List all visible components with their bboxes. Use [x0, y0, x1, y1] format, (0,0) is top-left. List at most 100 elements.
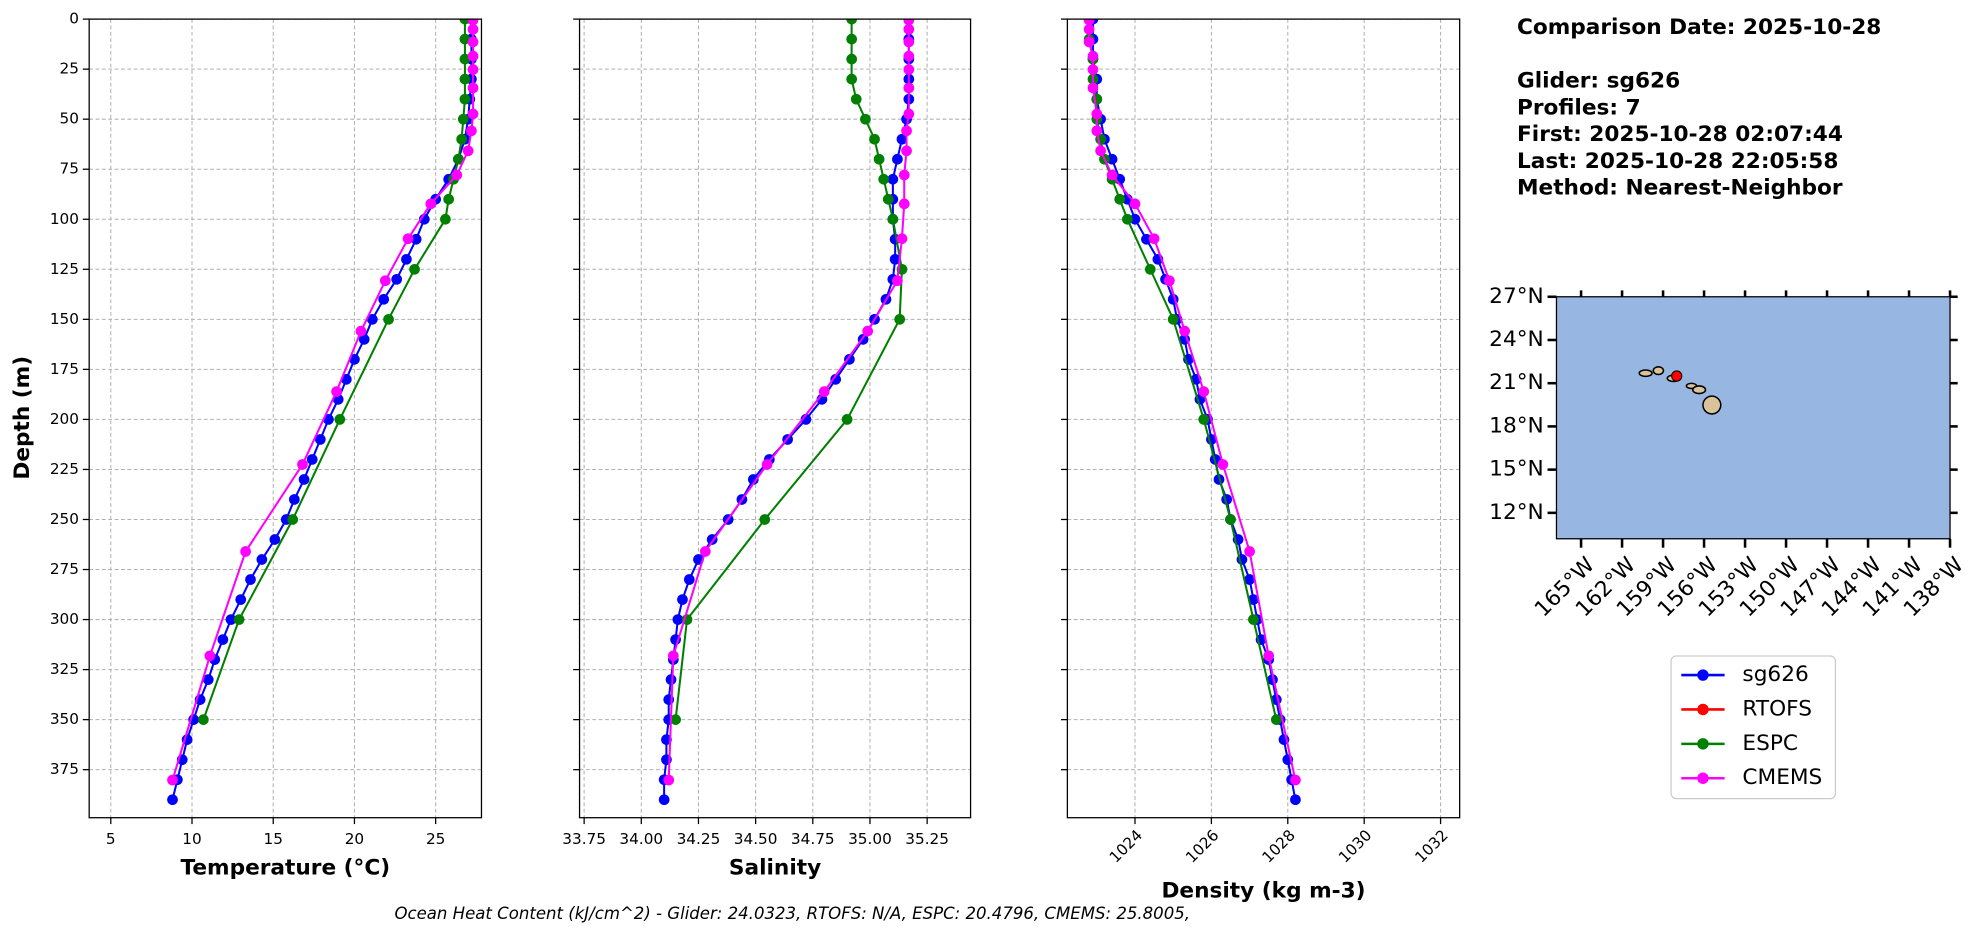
data-point [287, 514, 299, 525]
data-point [467, 23, 479, 35]
data-point [1129, 198, 1141, 210]
data-point [699, 546, 711, 557]
data-point [1087, 82, 1099, 94]
data-point [1270, 714, 1282, 725]
data-point [198, 714, 209, 725]
x-tick-label: 34.75 [791, 830, 835, 848]
island [1638, 369, 1653, 378]
data-point [901, 145, 912, 157]
info-line: Glider: sg626 [1517, 69, 1680, 94]
ocean [1556, 296, 1951, 539]
data-point [466, 125, 477, 137]
x-tick-label: 34.25 [677, 830, 721, 848]
data-point [256, 554, 268, 565]
data-point [862, 325, 874, 337]
data-point [903, 36, 915, 48]
data-point [457, 113, 469, 125]
data-point [898, 198, 910, 210]
y-tick-label: 21°N [1489, 370, 1544, 395]
data-point [459, 53, 471, 65]
legend-marker [1697, 703, 1709, 716]
data-point [1164, 275, 1175, 287]
data-point [898, 169, 910, 181]
data-point [841, 414, 853, 425]
data-point [1114, 193, 1126, 205]
x-tick-label: 15 [264, 830, 283, 848]
y-tick-label: 75 [60, 160, 79, 178]
data-point [830, 374, 842, 385]
data-point [672, 614, 684, 625]
location-marker [1671, 370, 1683, 382]
island [1702, 395, 1722, 415]
legend-label: RTOFS [1742, 696, 1812, 721]
data-point [1198, 386, 1210, 397]
data-point [670, 714, 681, 725]
data-point [846, 19, 858, 25]
axes-frame [1066, 18, 1461, 819]
data-point [298, 474, 310, 485]
y-tick-label: 175 [50, 360, 79, 378]
data-point [358, 333, 370, 345]
info-line: First: 2025-10-28 02:07:44 [1517, 122, 1843, 147]
data-point [683, 574, 695, 585]
data-point [467, 82, 479, 94]
data-point [1290, 794, 1301, 806]
x-tick-label: 34.50 [734, 830, 778, 848]
data-point [892, 275, 903, 287]
data-point [459, 93, 471, 105]
data-point [1141, 233, 1152, 245]
y-tick-label: 0 [69, 10, 79, 28]
data-point [894, 313, 906, 325]
data-point [240, 546, 251, 557]
data-point [425, 198, 437, 210]
y-tick-label: 27°N [1489, 284, 1544, 309]
data-point [903, 23, 915, 35]
x-tick-label: 20 [345, 830, 364, 848]
x-tick-label: 25 [426, 830, 445, 848]
data-point [202, 674, 214, 685]
data-point [1167, 313, 1179, 325]
data-point [467, 36, 479, 48]
plot-area [1083, 19, 1301, 806]
footer: Ocean Heat Content (kJ/cm^2) - Glider: 2… [394, 904, 1190, 923]
data-point [1129, 213, 1141, 225]
y-tick-label: 18°N [1489, 413, 1544, 438]
info-line: Profiles: 7 [1517, 95, 1641, 120]
data-point [759, 514, 771, 525]
data-point [1083, 23, 1095, 35]
data-point [269, 534, 281, 545]
x-tick-label: 1024 [1106, 826, 1146, 866]
data-point [1121, 213, 1133, 225]
data-point [846, 53, 858, 65]
info-line: Comparison Date: 2025-10-28 [1517, 15, 1881, 40]
data-point [846, 33, 858, 45]
data-point [378, 293, 390, 305]
data-point [892, 153, 903, 165]
y-tick-label: 50 [60, 110, 79, 128]
info-line: Last: 2025-10-28 22:05:58 [1517, 149, 1838, 174]
island [1652, 366, 1665, 376]
data-point [462, 145, 474, 157]
y-tick-label: 15°N [1489, 457, 1544, 482]
data-point [903, 50, 915, 62]
data-point [896, 133, 908, 145]
data-point [658, 794, 670, 806]
data-point [761, 459, 773, 470]
y-tick-label: 275 [50, 560, 79, 578]
x-tick-label: 35.25 [905, 830, 949, 848]
data-point [903, 108, 915, 120]
data-point [340, 374, 352, 385]
data-point [402, 233, 414, 245]
data-point [901, 125, 912, 137]
data-point [882, 193, 894, 205]
plot-area [658, 19, 915, 806]
data-point [1106, 169, 1118, 181]
legend-label: sg626 [1742, 662, 1808, 687]
data-point [459, 33, 471, 45]
y-tick-label: 225 [50, 460, 79, 478]
data-point [850, 93, 862, 105]
x-tick-label: 34.00 [619, 830, 663, 848]
data-point [1144, 263, 1156, 275]
data-point [818, 386, 830, 397]
